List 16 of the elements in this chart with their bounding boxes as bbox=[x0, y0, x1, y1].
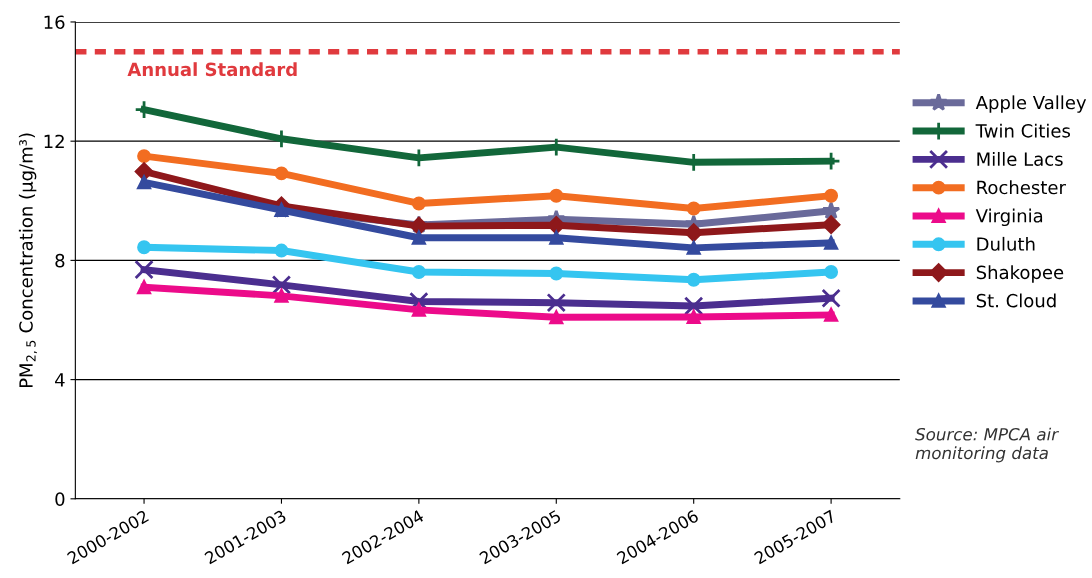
y-tick-label: 0 bbox=[55, 492, 65, 506]
y-tick-label: 8 bbox=[55, 253, 65, 268]
legend-label: Virginia bbox=[975, 208, 1043, 227]
y-tick-label: 12 bbox=[44, 134, 64, 149]
legend-label: Shakopee bbox=[976, 265, 1064, 283]
legend-label: Mille Lacs bbox=[977, 151, 1063, 166]
legend-label: Duluth bbox=[977, 236, 1035, 251]
y-tick-label: 4 bbox=[55, 373, 65, 387]
y-axis-title: PM$_{2,5}$ Concentration (µg/m³) bbox=[18, 133, 38, 388]
source-note: Source: MPCA air monitoring data bbox=[915, 427, 1059, 463]
legend-label: Apple Valley bbox=[975, 95, 1087, 113]
legend-label: Rochester bbox=[977, 180, 1066, 195]
y-tick-label: 16 bbox=[44, 15, 65, 30]
ref-line-label: Annual Standard bbox=[127, 62, 297, 77]
legend-label: Twin Cities bbox=[975, 123, 1071, 138]
legend-label: St. Cloud bbox=[976, 293, 1056, 308]
